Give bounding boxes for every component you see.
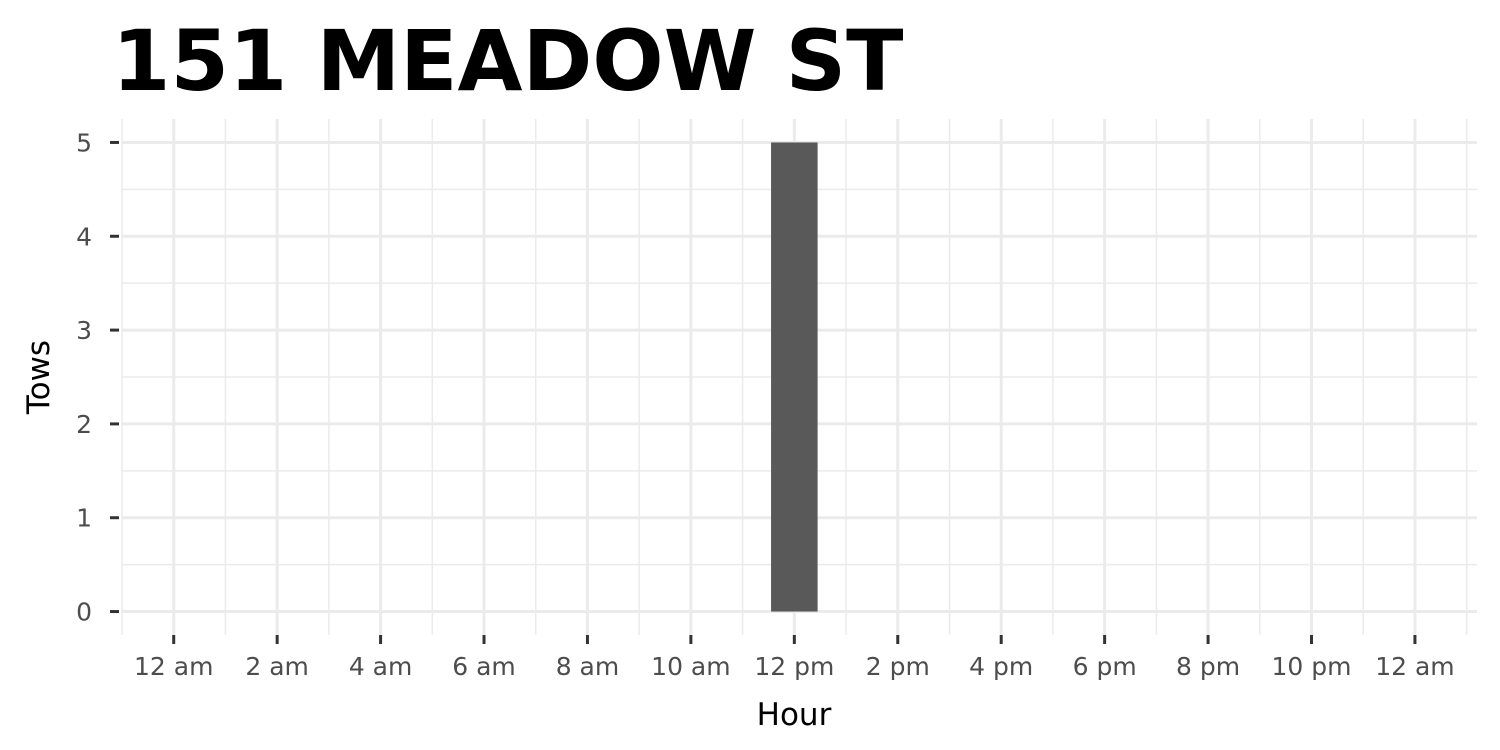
x-tick-label: 4 am	[349, 652, 413, 681]
y-axis: 0 1 2 3 4 5	[76, 128, 119, 627]
x-tick-label: 6 am	[452, 652, 516, 681]
x-tick-label: 12 am	[1375, 652, 1454, 681]
chart-title: 151 MEADOW ST	[112, 12, 903, 110]
x-tick-label: 6 pm	[1073, 652, 1137, 681]
y-tick-label: 1	[76, 504, 92, 533]
x-tick-label: 8 am	[556, 652, 620, 681]
y-tick-label: 2	[76, 410, 92, 439]
x-axis-title: Hour	[757, 697, 832, 733]
x-tick-label: 2 pm	[866, 652, 930, 681]
y-tick-label: 5	[76, 128, 92, 157]
x-tick-label: 12 pm	[754, 652, 834, 681]
y-axis-title: Tows	[21, 340, 57, 415]
x-tick-label: 10 am	[651, 652, 730, 681]
x-tick-label: 10 pm	[1272, 652, 1352, 681]
x-tick-label: 8 pm	[1176, 652, 1240, 681]
y-tick-label: 3	[76, 316, 92, 345]
x-tick-label: 12 am	[134, 652, 213, 681]
x-tick-label: 4 pm	[969, 652, 1033, 681]
x-tick-label: 2 am	[245, 652, 309, 681]
y-tick-label: 0	[76, 598, 92, 627]
bar-12	[771, 142, 818, 612]
y-tick-label: 4	[76, 222, 92, 251]
x-axis: 12 am 2 am 4 am 6 am 8 am 10 am 12 pm 2 pm 4 pm 6…	[134, 635, 1455, 681]
bars	[771, 142, 818, 612]
